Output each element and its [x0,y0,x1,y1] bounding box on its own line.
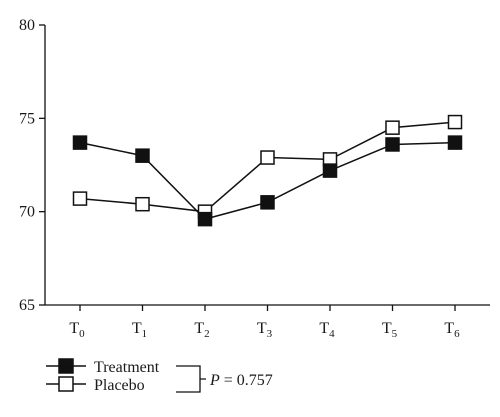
legend-bracket [176,365,206,393]
data-point-treatment [72,135,88,150]
data-point-treatment [322,163,338,178]
x-tick-label: T3 [257,320,273,340]
y-tick-label: 80 [19,17,35,34]
p-value-annotation: P = 0.757 [209,372,273,389]
data-point-placebo [72,191,88,206]
legend: Treatment Placebo P = 0.757 [46,358,273,394]
legend-label-placebo: Placebo [94,377,145,394]
x-tick-label: T1 [132,320,147,340]
x-tick-label: T0 [69,320,85,340]
x-tick-label: T5 [382,320,398,340]
data-point-treatment [385,137,400,152]
chart-marks [72,114,463,227]
x-tick-label: T2 [194,320,209,340]
p-value-text: = 0.757 [220,372,273,389]
data-point-placebo [135,196,150,212]
data-point-treatment [260,195,275,210]
data-point-placebo [447,114,463,130]
y-tick-label: 65 [19,297,35,314]
data-point-placebo [385,120,400,135]
y-tick-label: 70 [19,204,35,221]
data-point-treatment [197,211,213,227]
legend-label-treatment: Treatment [94,359,160,376]
y-tick-label: 75 [19,110,35,127]
p-value-symbol: P [209,372,220,389]
data-point-treatment [135,148,150,163]
x-tick-label: T4 [319,320,335,340]
chart-axes: 65 70 75 80 T0 T1 T2 T3 T4 T5 T6 [19,17,490,340]
data-point-placebo [260,150,275,165]
legend-marker-placebo [58,376,74,392]
data-point-treatment [447,135,463,150]
x-tick-label: T6 [444,320,460,340]
